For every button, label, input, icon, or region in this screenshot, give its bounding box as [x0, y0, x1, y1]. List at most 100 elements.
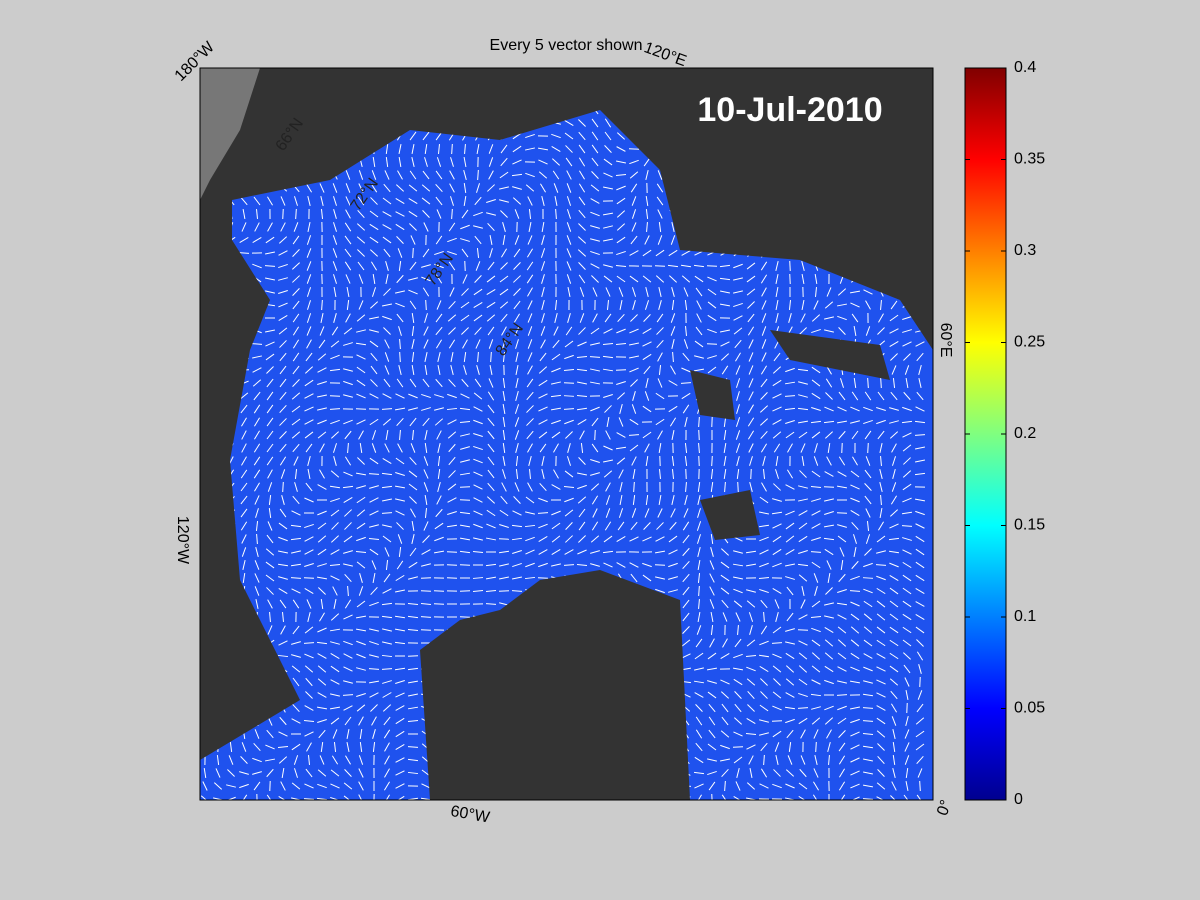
vector-arrow: [772, 431, 782, 439]
vector-arrow: [850, 666, 860, 672]
vector-arrow: [343, 497, 353, 503]
vector-arrow: [630, 521, 638, 531]
vector-arrow: [382, 524, 392, 528]
vector-arrow: [394, 407, 406, 411]
vector-arrow: [694, 692, 704, 698]
vector-arrow: [645, 195, 649, 207]
vector-arrow: [914, 420, 926, 424]
vector-arrow: [746, 288, 756, 296]
vector-arrow: [578, 144, 586, 154]
vector-arrow: [423, 456, 429, 466]
vector-arrow: [292, 365, 300, 375]
vector-arrow: [305, 482, 313, 492]
vector-arrow: [526, 418, 534, 426]
vector-arrow: [253, 742, 261, 752]
vector-arrow: [317, 535, 327, 543]
vector-arrow: [577, 496, 587, 504]
vector-arrow: [490, 351, 492, 363]
vector-arrow: [203, 767, 207, 779]
vector-arrow: [668, 405, 678, 413]
vector-arrow: [229, 741, 233, 753]
vector-arrow: [371, 716, 377, 726]
vector-arrow: [565, 145, 573, 153]
vector-arrow: [682, 612, 690, 622]
vector-arrow: [798, 510, 808, 516]
vector-arrow: [615, 265, 627, 267]
vector-arrow: [798, 381, 808, 385]
vector-arrow: [472, 590, 484, 592]
vector-arrow: [396, 560, 404, 570]
vector-arrow: [707, 743, 717, 751]
vector-arrow: [747, 430, 755, 440]
vector-arrow: [905, 716, 909, 726]
vector-arrow: [811, 328, 821, 334]
vector-arrow: [541, 287, 545, 297]
vector-arrow: [684, 299, 688, 311]
vector-arrow: [473, 537, 483, 541]
vector-arrow: [550, 394, 562, 398]
vector-arrow: [904, 755, 910, 765]
vector-arrow: [772, 730, 782, 738]
vector-arrow: [591, 110, 599, 115]
vector-arrow: [304, 705, 314, 711]
vector-arrow: [332, 248, 338, 258]
vector-arrow: [304, 562, 314, 568]
vector-arrow: [590, 342, 600, 346]
vector-arrow: [485, 576, 497, 580]
vector-arrow: [760, 678, 768, 686]
vector-arrow: [537, 512, 549, 514]
vector-arrow: [551, 548, 561, 556]
vector-arrow: [395, 795, 405, 800]
vector-arrow: [304, 587, 314, 595]
vector-arrow: [266, 456, 274, 466]
vector-arrow: [369, 236, 379, 244]
vector-arrow: [798, 485, 808, 489]
vector-arrow: [694, 340, 704, 348]
vector-arrow: [849, 680, 861, 684]
vector-arrow: [343, 368, 353, 372]
vector-arrow: [915, 588, 925, 594]
vector-arrow: [603, 158, 613, 166]
vector-arrow: [748, 391, 754, 401]
vector-arrow: [566, 274, 572, 284]
vector-arrow: [578, 508, 586, 518]
vector-arrow: [733, 588, 743, 594]
vector-arrow: [485, 603, 497, 605]
vector-arrow: [604, 521, 612, 531]
vector-arrow: [642, 249, 652, 257]
vector-arrow: [319, 443, 325, 453]
vector-arrow: [760, 261, 768, 271]
vector-arrow: [710, 624, 714, 636]
vector-arrow: [656, 183, 664, 193]
vector-arrow: [356, 393, 366, 399]
vector-arrow: [603, 172, 613, 178]
vector-arrow: [526, 378, 534, 388]
vector-arrow: [435, 326, 443, 336]
vector-arrow: [307, 196, 311, 206]
vector-arrow: [759, 783, 769, 789]
vector-arrow: [541, 456, 545, 466]
vector-arrow: [369, 548, 379, 556]
vector-arrow: [758, 524, 770, 528]
vector-arrow: [616, 185, 626, 191]
vector-arrow: [824, 548, 834, 556]
vector-arrow: [435, 170, 443, 180]
vector-arrow: [382, 197, 392, 205]
vector-arrow: [823, 524, 835, 528]
vector-arrow: [538, 523, 548, 529]
vector-arrow: [292, 326, 300, 336]
vector-arrow: [629, 250, 639, 256]
vector-arrow: [836, 602, 848, 606]
vector-arrow: [603, 394, 613, 398]
vector-arrow: [645, 287, 649, 297]
vector-arrow: [382, 315, 392, 321]
vector-arrow: [473, 484, 483, 490]
vector-arrow: [409, 417, 417, 427]
vector-arrow: [761, 287, 767, 297]
vector-arrow: [435, 196, 443, 206]
vector-arrow: [889, 652, 899, 660]
vector-arrow: [459, 524, 471, 528]
vector-arrow: [813, 768, 819, 778]
vector-arrow: [487, 261, 495, 271]
vector-arrow: [836, 420, 848, 424]
